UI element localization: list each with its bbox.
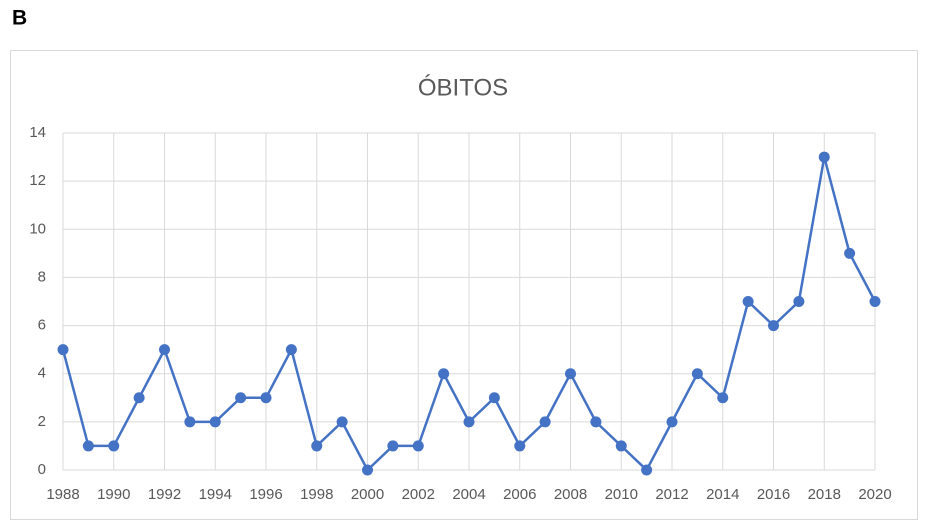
x-tick-label: 2002	[402, 486, 435, 503]
x-tick-label: 2010	[605, 486, 638, 503]
marker	[184, 416, 196, 428]
x-tick-label: 1996	[249, 486, 282, 503]
x-tick-label: 1988	[46, 486, 79, 503]
marker	[159, 344, 170, 356]
chart-title: ÓBITOS	[418, 74, 508, 101]
marker	[209, 416, 221, 428]
x-tick-label: 1992	[148, 486, 181, 503]
x-tick-label: 2014	[706, 486, 739, 503]
marker	[235, 392, 247, 404]
x-tick-label: 1998	[300, 486, 333, 503]
marker	[844, 247, 856, 259]
chart-frame	[10, 50, 918, 520]
y-tick-label: 14	[29, 124, 46, 141]
y-tick-label: 4	[38, 365, 46, 382]
marker	[463, 416, 475, 428]
marker	[514, 440, 526, 452]
marker	[641, 464, 653, 476]
y-tick-label: 12	[29, 172, 46, 189]
x-tick-label: 2020	[858, 486, 891, 503]
marker	[57, 344, 69, 356]
marker	[488, 392, 500, 404]
panel-label: B	[12, 7, 27, 30]
marker	[362, 464, 373, 476]
marker	[438, 368, 450, 380]
x-tick-label: 2008	[554, 486, 587, 503]
marker	[590, 416, 602, 428]
y-tick-label: 6	[38, 317, 46, 334]
marker	[691, 368, 703, 380]
marker	[793, 296, 805, 307]
marker	[285, 344, 297, 356]
marker	[133, 392, 145, 404]
x-tick-label: 1994	[199, 486, 232, 503]
x-tick-label: 2006	[503, 486, 536, 503]
marker	[82, 440, 94, 452]
marker	[387, 440, 399, 452]
x-tick-label: 2000	[351, 486, 384, 503]
marker	[717, 392, 729, 404]
marker	[311, 440, 323, 452]
marker	[336, 416, 348, 428]
y-tick-label: 10	[29, 220, 46, 237]
marker	[869, 296, 881, 307]
y-tick-label: 8	[38, 268, 46, 285]
y-tick-label: 2	[38, 413, 46, 430]
marker	[666, 416, 678, 428]
marker	[412, 440, 424, 452]
marker	[260, 392, 272, 404]
x-tick-label: 1990	[97, 486, 130, 503]
x-tick-label: 2018	[808, 486, 841, 503]
marker	[768, 320, 779, 332]
y-tick-label: 0	[38, 461, 46, 478]
x-tick-label: 2004	[452, 486, 485, 503]
marker	[818, 151, 830, 163]
marker	[539, 416, 551, 428]
marker	[565, 368, 576, 380]
x-tick-label: 2016	[757, 486, 790, 503]
x-tick-label: 2012	[655, 486, 688, 503]
marker	[615, 440, 627, 452]
marker	[742, 296, 754, 307]
marker	[108, 440, 120, 452]
